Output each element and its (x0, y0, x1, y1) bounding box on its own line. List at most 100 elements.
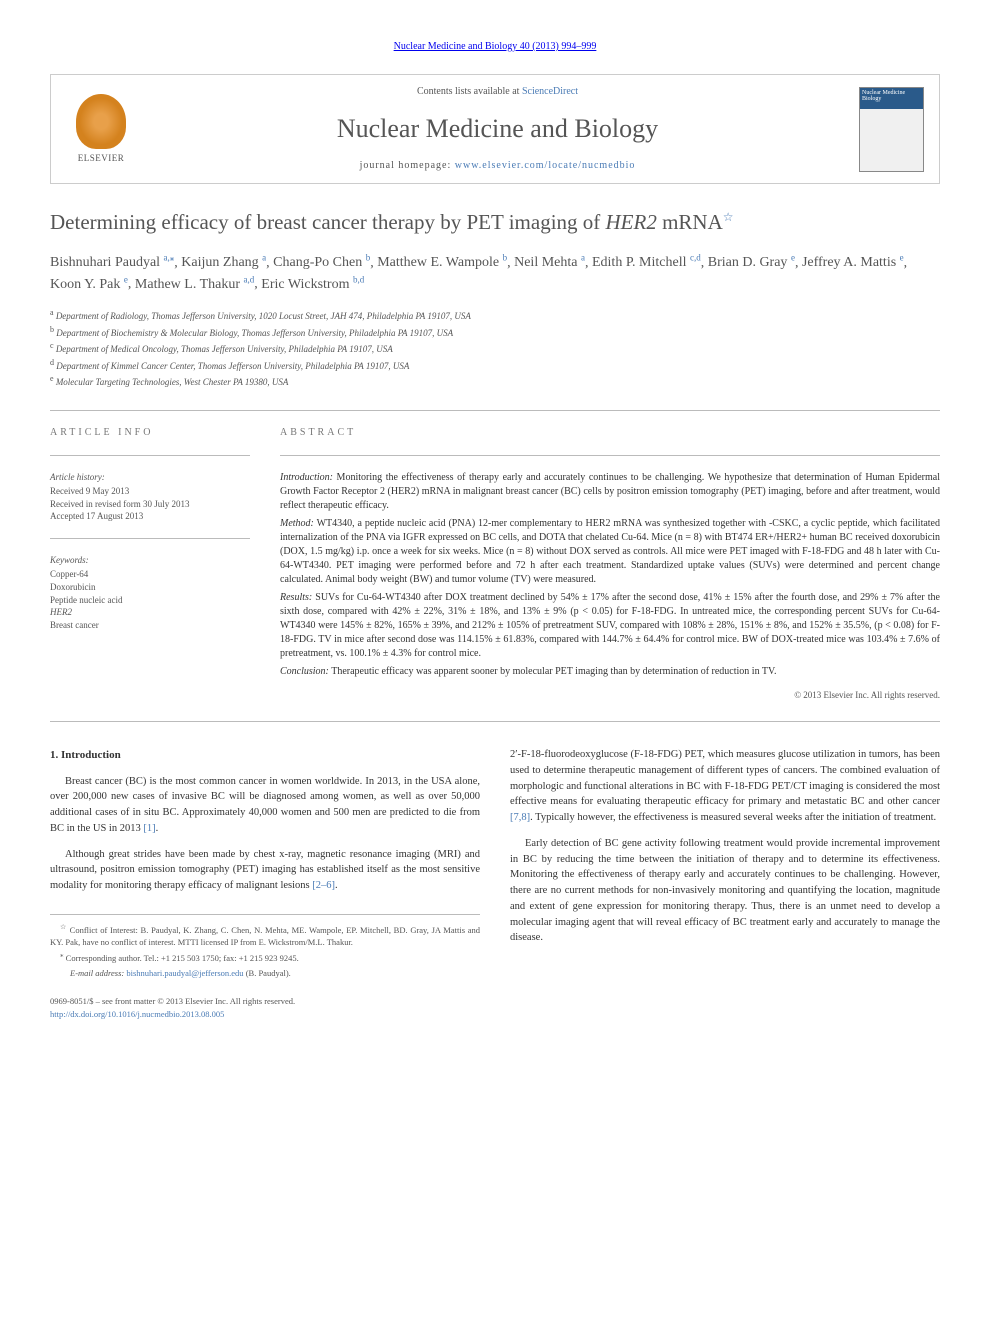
affiliation: d Department of Kimmel Cancer Center, Th… (50, 357, 940, 374)
author: Brian D. Gray e (708, 255, 795, 270)
divider-top (50, 410, 940, 411)
paragraph-text: 2′-F-18-fluorodeoxyglucose (F-18-FDG) PE… (510, 749, 940, 807)
info-abstract-row: ARTICLE INFO Article history: Received 9… (50, 426, 940, 702)
author: Neil Mehta a (514, 255, 585, 270)
info-divider (50, 455, 250, 456)
affiliation-text: Department of Radiology, Thomas Jefferso… (54, 311, 471, 321)
author: Koon Y. Pak e (50, 277, 128, 292)
divider-bottom (50, 721, 940, 722)
journal-header-box: ELSEVIER Contents lists available at Sci… (50, 74, 940, 184)
author-name: Chang-Po Chen (273, 255, 362, 270)
article-history: Article history: Received 9 May 2013 Rec… (50, 471, 250, 523)
author-affiliation-link[interactable]: e (900, 253, 904, 263)
elsevier-tree-icon (76, 94, 126, 149)
email-label: E-mail address: (70, 968, 126, 978)
author-corresponding-link[interactable]: ⁎ (170, 253, 175, 263)
author-name: Mathew L. Thakur (135, 277, 240, 292)
journal-homepage-line: journal homepage: www.elsevier.com/locat… (136, 159, 859, 173)
affiliation-text: Molecular Targeting Technologies, West C… (54, 377, 289, 387)
author-affiliation-link[interactable]: a,d (244, 274, 255, 284)
keyword: Peptide nucleic acid (50, 594, 250, 607)
keyword-italic: HER2 (50, 607, 72, 617)
section-heading: 1. Introduction (50, 747, 480, 764)
conflict-footnote: ☆ Conflict of Interest: B. Paudyal, K. Z… (50, 923, 480, 949)
author-name: Bishnuhari Paudyal (50, 255, 160, 270)
article-info-column: ARTICLE INFO Article history: Received 9… (50, 426, 250, 702)
footer-copyright: 0969-8051/$ – see front matter © 2013 El… (50, 995, 480, 1008)
footnotes: ☆ Conflict of Interest: B. Paudyal, K. Z… (50, 914, 480, 980)
keywords-label: Keywords: (50, 554, 250, 567)
keyword: HER2 (50, 606, 250, 619)
paragraph-end: . Typically however, the effectiveness i… (530, 812, 936, 823)
results-label: Results: (280, 592, 312, 603)
journal-name: Nuclear Medicine and Biology (136, 111, 859, 147)
intro-text: Monitoring the effectiveness of therapy … (280, 472, 940, 511)
affiliations-list: a Department of Radiology, Thomas Jeffer… (50, 307, 940, 390)
author-affiliation-link[interactable]: a (581, 253, 585, 263)
author: Matthew E. Wampole b (377, 255, 507, 270)
journal-cover-thumbnail: Nuclear Medicine Biology (859, 87, 924, 172)
intro-label: Introduction: (280, 472, 333, 483)
abstract-results: Results: SUVs for Cu-64-WT4340 after DOX… (280, 591, 940, 661)
journal-citation-top[interactable]: Nuclear Medicine and Biology 40 (2013) 9… (50, 40, 940, 54)
author: Jeffrey A. Mattis e (802, 255, 904, 270)
history-label: Article history: (50, 471, 250, 484)
author-name: Eric Wickstrom (261, 277, 349, 292)
corresponding-text: Corresponding author. Tel.: +1 215 503 1… (64, 953, 299, 963)
abstract-conclusion: Conclusion: Therapeutic efficacy was app… (280, 665, 940, 679)
author-affiliation-link[interactable]: b,d (353, 274, 364, 284)
conclusion-label: Conclusion: (280, 666, 329, 677)
author-affiliation-link[interactable]: e (124, 274, 128, 284)
keywords-section: Keywords: Copper-64 Doxorubicin Peptide … (50, 554, 250, 632)
author-affiliation-link[interactable]: b (503, 253, 508, 263)
footer: 0969-8051/$ – see front matter © 2013 El… (50, 995, 480, 1021)
author-affiliation-link[interactable]: a (262, 253, 266, 263)
elsevier-label: ELSEVIER (78, 152, 125, 165)
right-column: 2′-F-18-fluorodeoxyglucose (F-18-FDG) PE… (510, 747, 940, 1020)
conflict-text: Conflict of Interest: B. Paudyal, K. Zha… (50, 925, 480, 947)
ref-link[interactable]: [1] (143, 823, 155, 834)
author: Eric Wickstrom b,d (261, 277, 364, 292)
author-affiliation-link[interactable]: b (366, 253, 371, 263)
affiliation: a Department of Radiology, Thomas Jeffer… (50, 307, 940, 324)
contents-line: Contents lists available at ScienceDirec… (136, 85, 859, 99)
affiliation-text: Department of Kimmel Cancer Center, Thom… (54, 361, 409, 371)
title-footnote-star[interactable]: ☆ (723, 210, 734, 224)
sciencedirect-link[interactable]: ScienceDirect (522, 86, 578, 97)
title-suffix: mRNA (657, 210, 723, 234)
cover-title: Nuclear Medicine Biology (862, 90, 921, 103)
paragraph-end: . (335, 880, 338, 891)
email-link[interactable]: bishnuhari.paudyal@jefferson.edu (126, 968, 243, 978)
revised-date: Received in revised form 30 July 2013 (50, 498, 250, 511)
body-paragraph: Although great strides have been made by… (50, 847, 480, 894)
ref-link[interactable]: [7,8] (510, 812, 530, 823)
keyword: Doxorubicin (50, 581, 250, 594)
author: Bishnuhari Paudyal a,⁎ (50, 255, 174, 270)
affiliation-text: Department of Biochemistry & Molecular B… (54, 328, 453, 338)
article-title: Determining efficacy of breast cancer th… (50, 209, 940, 236)
paragraph-text: Breast cancer (BC) is the most common ca… (50, 776, 480, 834)
article-info-heading: ARTICLE INFO (50, 426, 250, 440)
keyword: Copper-64 (50, 568, 250, 581)
author-affiliation-link[interactable]: e (791, 253, 795, 263)
author: Chang-Po Chen b (273, 255, 370, 270)
author-name: Neil Mehta (514, 255, 577, 270)
abstract-heading: ABSTRACT (280, 426, 940, 440)
author-affiliation-link[interactable]: c,d (690, 253, 701, 263)
paragraph-text: Early detection of BC gene activity foll… (510, 838, 940, 944)
authors-list: Bishnuhari Paudyal a,⁎, Kaijun Zhang a, … (50, 252, 940, 295)
affiliation: b Department of Biochemistry & Molecular… (50, 324, 940, 341)
author-name: Edith P. Mitchell (592, 255, 687, 270)
body-two-column: 1. Introduction Breast cancer (BC) is th… (50, 747, 940, 1020)
doi-link[interactable]: http://dx.doi.org/10.1016/j.nucmedbio.20… (50, 1009, 224, 1019)
author-name: Jeffrey A. Mattis (802, 255, 896, 270)
homepage-link[interactable]: www.elsevier.com/locate/nucmedbio (455, 160, 636, 171)
author-name: Kaijun Zhang (181, 255, 258, 270)
left-column: 1. Introduction Breast cancer (BC) is th… (50, 747, 480, 1020)
results-text: SUVs for Cu-64-WT4340 after DOX treatmen… (280, 592, 940, 659)
ref-link[interactable]: [2–6] (312, 880, 335, 891)
journal-citation-link[interactable]: Nuclear Medicine and Biology 40 (2013) 9… (394, 41, 597, 52)
contents-prefix: Contents lists available at (417, 86, 522, 97)
body-paragraph: Breast cancer (BC) is the most common ca… (50, 774, 480, 837)
author-name: Brian D. Gray (708, 255, 788, 270)
